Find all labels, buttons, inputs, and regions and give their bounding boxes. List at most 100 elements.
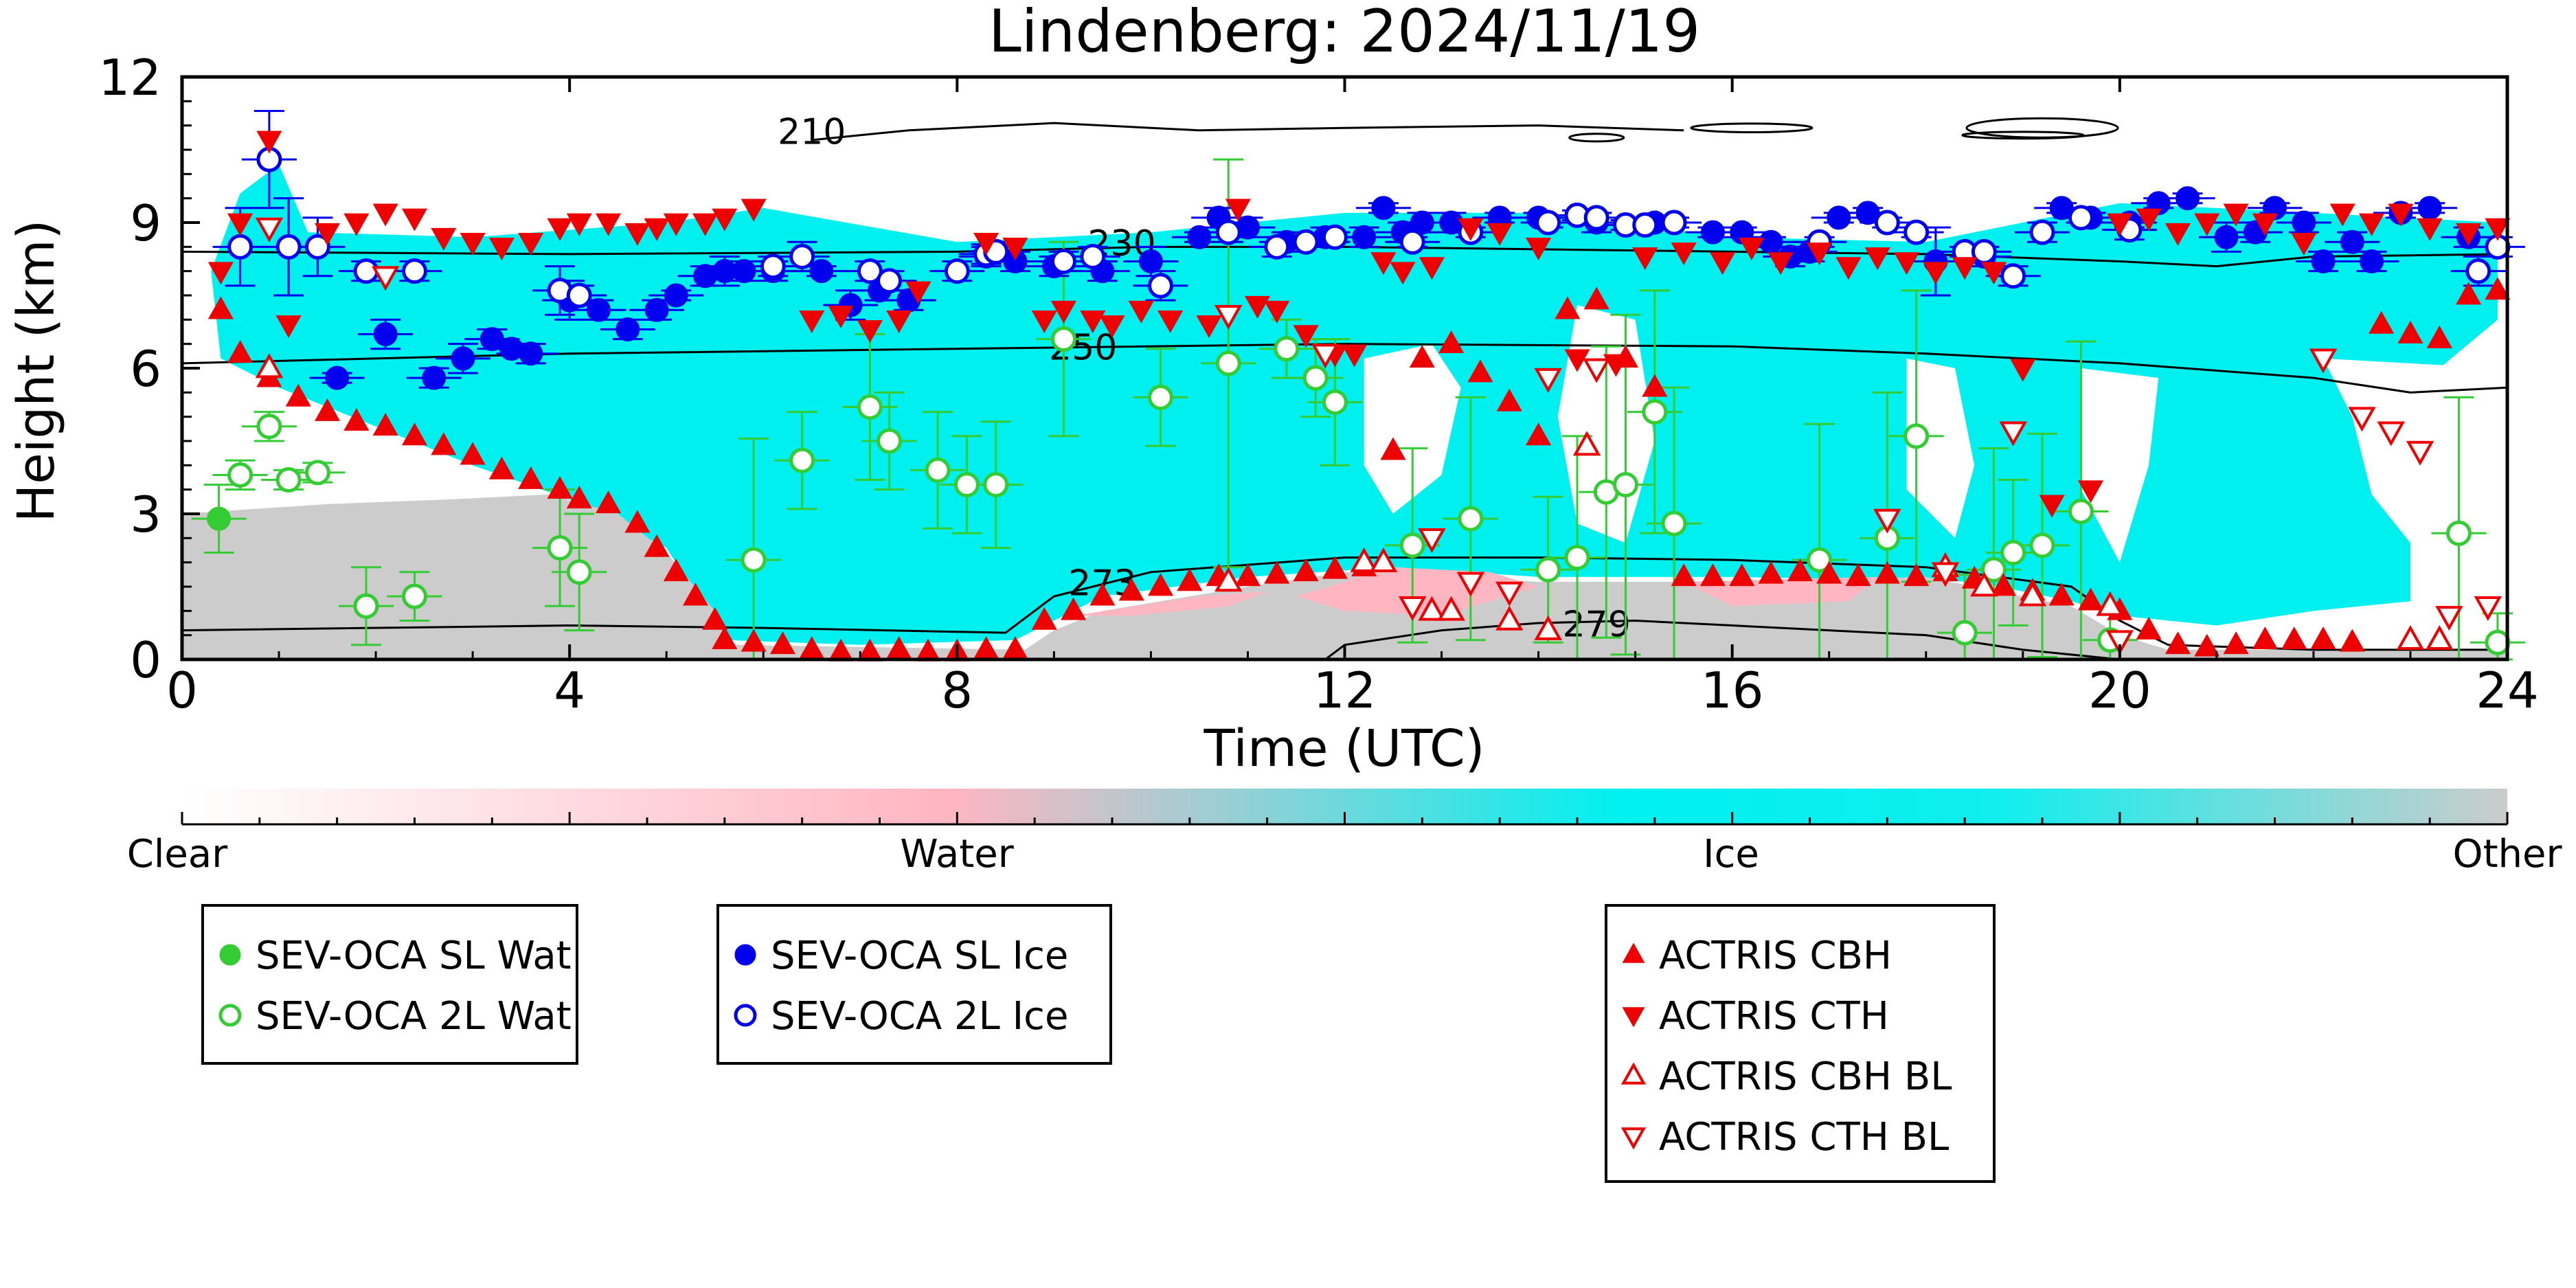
actris-cbh-bl-marker	[2018, 581, 2047, 607]
actris-cbh-marker	[2252, 626, 2278, 650]
legend-label-actris-cth: ACTRIS CTH	[1659, 994, 1889, 1039]
actris-cbh-marker	[1642, 374, 1668, 397]
actris-cbh-bl-marker	[2096, 591, 2124, 616]
actris-cth-marker	[1245, 295, 1271, 319]
legend-label-actris-cbh: ACTRIS CBH	[1659, 934, 1892, 978]
actris-cbh-marker	[1787, 558, 1813, 582]
legend-marker-sev-oca-2l-ice	[734, 1004, 757, 1027]
sev-oca-2l-ice-marker	[2029, 219, 2055, 245]
actris-cth-marker	[1767, 252, 1794, 275]
clear-gap	[1364, 343, 1461, 514]
sev-oca-sl-ice-marker	[2360, 249, 2384, 274]
actris-cbh-marker	[2048, 583, 2075, 606]
actris-cth-marker	[1419, 257, 1445, 280]
sev-oca-2l-ice-marker	[1661, 210, 1687, 236]
sev-oca-2l-wat-marker	[1050, 326, 1076, 352]
actris-cth-marker	[1739, 238, 1765, 260]
actris-cth-marker	[488, 238, 515, 260]
actris-cbh-marker	[518, 466, 544, 489]
actris-cth-marker	[857, 320, 883, 343]
sev-oca-sl-ice-marker	[1352, 225, 1377, 249]
actris-cbh-marker	[207, 296, 234, 319]
actris-cbh-marker	[741, 629, 767, 652]
actris-cth-marker	[1603, 354, 1629, 377]
sev-oca-2l-wat-marker	[1302, 365, 1329, 391]
actris-cbh-marker	[285, 383, 311, 407]
actris-cth-marker	[1923, 262, 1949, 285]
sev-oca-2l-ice-marker	[1215, 219, 1241, 245]
actris-cth-marker	[692, 213, 719, 236]
sev-oca-sl-ice-marker	[615, 317, 640, 341]
sev-oca-2l-wat-marker	[741, 547, 767, 573]
actris-cth-marker	[431, 227, 457, 251]
actris-cbh-marker	[2165, 631, 2191, 655]
actris-cth-marker	[1031, 310, 1057, 333]
sev-oca-2l-ice-marker	[857, 258, 883, 284]
sev-oca-2l-ice-marker	[1583, 205, 1609, 231]
actris-cth-bl-marker	[371, 266, 400, 291]
actris-cth-marker	[2039, 495, 2065, 518]
sev-oca-2l-ice-marker	[2465, 258, 2492, 284]
sev-oca-2l-wat-marker	[789, 447, 815, 473]
actris-cth-bl-marker	[1534, 368, 1562, 393]
actris-cth-marker	[566, 213, 592, 236]
actris-cbh-bl-marker	[1970, 572, 1998, 597]
actris-cbh-marker	[1496, 388, 1522, 411]
actris-cbh-marker	[702, 607, 728, 630]
sev-oca-2l-wat-marker	[1980, 556, 2007, 583]
actris-cbh-marker	[1118, 578, 1144, 601]
actris-cbh-marker	[712, 626, 738, 650]
sev-oca-2l-ice-marker	[789, 243, 815, 269]
ice-region	[211, 164, 2498, 645]
sev-oca-2l-wat-marker	[2029, 532, 2055, 558]
colorbar-label-ice: Ice	[1703, 832, 1759, 877]
actris-cbh-marker	[1991, 573, 2017, 596]
sev-oca-2l-wat-marker	[925, 457, 951, 483]
sev-oca-sl-ice-marker	[2049, 196, 2074, 221]
actris-cbh-marker	[2426, 325, 2452, 348]
sev-oca-2l-ice-marker	[944, 258, 970, 284]
actris-cth-marker	[1157, 310, 1184, 333]
actris-cbh-marker	[431, 432, 457, 455]
actris-cth-marker	[1099, 315, 1125, 339]
sev-oca-2l-wat-marker	[1661, 510, 1687, 536]
actris-cbh-marker	[1380, 437, 1406, 460]
actris-cth-bl-marker	[1495, 581, 1524, 607]
sev-oca-2l-wat-marker	[1148, 384, 1174, 410]
actris-cth-bl-marker	[1582, 358, 1611, 383]
actris-cbh-marker	[1758, 561, 1784, 584]
actris-cbh-marker	[663, 558, 689, 582]
y-tick-label: 12	[98, 49, 161, 106]
x-tick-label: 24	[2476, 662, 2539, 719]
legend-marker-sev-oca-2l-wat	[218, 1004, 242, 1027]
sev-oca-sl-ice-marker	[2417, 196, 2442, 221]
sev-oca-2l-wat-marker	[2068, 498, 2094, 524]
actris-cth-marker	[1564, 349, 1590, 372]
actris-cbh-marker	[1264, 561, 1290, 584]
x-tick-label: 4	[554, 662, 585, 719]
actris-cth-marker	[644, 218, 670, 241]
actris-cbh-marker	[1438, 330, 1465, 353]
actris-cth-marker	[799, 310, 825, 333]
sev-oca-2l-wat-marker	[1807, 547, 1833, 573]
actris-cbh-bl-marker	[1369, 547, 1398, 572]
legend-marker-actris-cbh	[1622, 942, 1645, 963]
actris-cth-bl-marker	[2309, 348, 2338, 374]
x-tick-label: 8	[941, 662, 973, 719]
actris-cth-bl-marker	[2474, 596, 2502, 621]
sev-oca-sl-ice-marker	[732, 259, 756, 284]
actris-cbh-marker	[683, 583, 709, 606]
actris-cth-marker	[741, 199, 767, 222]
x-tick-label: 0	[166, 662, 198, 719]
contour-line-210	[1690, 122, 1814, 133]
sev-oca-sl-ice-marker	[1138, 249, 1163, 274]
actris-cth-marker	[2010, 359, 2036, 382]
sev-oca-2l-wat-marker	[1322, 389, 1348, 415]
legend-label-sev-oca-sl-ice: SEV-OCA SL Ice	[771, 934, 1068, 978]
actris-cth-marker	[2291, 232, 2317, 256]
actris-cth-bl-marker	[1873, 508, 1901, 534]
legend-box	[201, 904, 578, 1065]
actris-cth-marker	[343, 213, 370, 236]
contour-label-279: 279	[1563, 605, 1631, 646]
